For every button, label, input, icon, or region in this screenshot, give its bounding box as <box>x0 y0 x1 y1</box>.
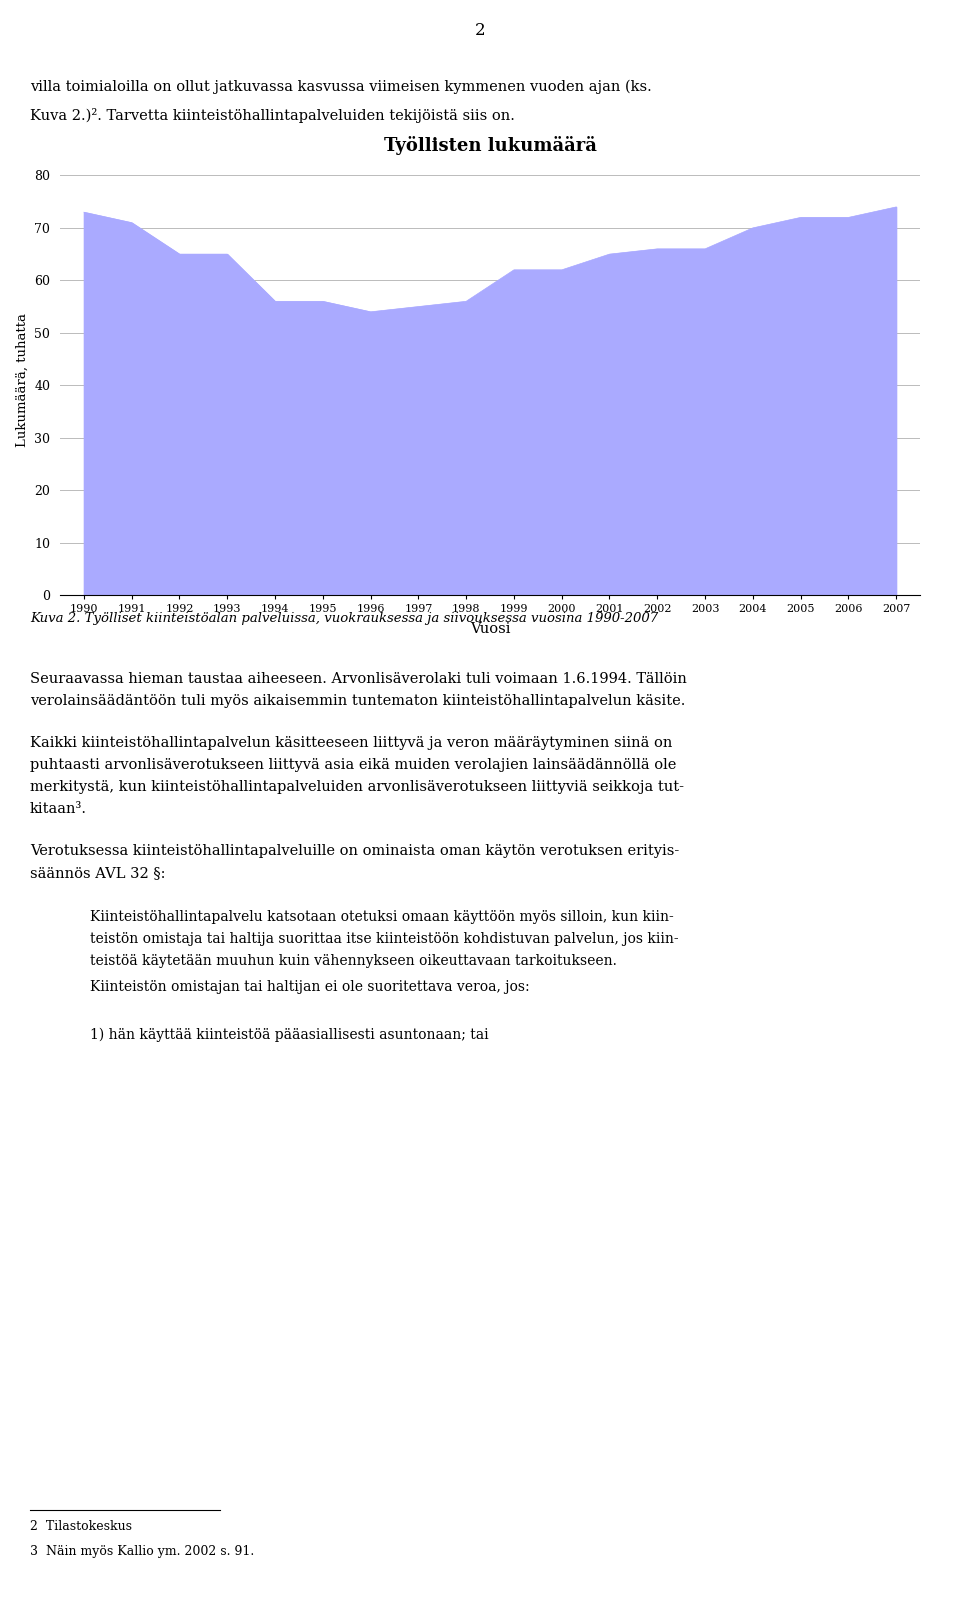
Text: 2: 2 <box>474 23 486 39</box>
Text: säännös AVL 32 §:: säännös AVL 32 §: <box>30 866 165 880</box>
Text: Kaikki kiinteistöhallintapalvelun käsitteeseen liittyvä ja veron määräytyminen s: Kaikki kiinteistöhallintapalvelun käsitt… <box>30 735 672 750</box>
Text: kitaan³.: kitaan³. <box>30 801 87 816</box>
Text: Kuva 2. Työlliset kiinteistöalan palveluissa, vuokrauksessa ja siivouksessa vuos: Kuva 2. Työlliset kiinteistöalan palvelu… <box>30 611 659 624</box>
Text: teistön omistaja tai haltija suorittaa itse kiinteistöön kohdistuvan palvelun, j: teistön omistaja tai haltija suorittaa i… <box>90 932 679 946</box>
X-axis label: Vuosi: Vuosi <box>469 623 511 637</box>
Text: merkitystä, kun kiinteistöhallintapalveluiden arvonlisäverotukseen liittyviä sei: merkitystä, kun kiinteistöhallintapalvel… <box>30 780 684 793</box>
Text: puhtaasti arvonlisäverotukseen liittyvä asia eikä muiden verolajien lainsäädännö: puhtaasti arvonlisäverotukseen liittyvä … <box>30 758 677 772</box>
Title: Työllisten lukumäärä: Työllisten lukumäärä <box>384 137 596 154</box>
Text: Kuva 2.)². Tarvetta kiinteistöhallintapalveluiden tekijöistä siis on.: Kuva 2.)². Tarvetta kiinteistöhallintapa… <box>30 108 515 122</box>
Text: Verotuksessa kiinteistöhallintapalveluille on ominaista oman käytön verotuksen e: Verotuksessa kiinteistöhallintapalveluil… <box>30 845 680 858</box>
Text: villa toimialoilla on ollut jatkuvassa kasvussa viimeisen kymmenen vuoden ajan (: villa toimialoilla on ollut jatkuvassa k… <box>30 80 652 95</box>
Text: teistöä käytetään muuhun kuin vähennykseen oikeuttavaan tarkoitukseen.: teistöä käytetään muuhun kuin vähennykse… <box>90 954 617 969</box>
Text: 3  Näin myös Kallio ym. 2002 s. 91.: 3 Näin myös Kallio ym. 2002 s. 91. <box>30 1545 254 1558</box>
Text: Kiinteistöhallintapalvelu katsotaan otetuksi omaan käyttöön myös silloin, kun ki: Kiinteistöhallintapalvelu katsotaan otet… <box>90 911 674 924</box>
Text: verolainsäädäntöön tuli myös aikaisemmin tuntematon kiinteistöhallintapalvelun k: verolainsäädäntöön tuli myös aikaisemmin… <box>30 693 685 708</box>
Text: 1) hän käyttää kiinteistöä pääasiallisesti asuntonaan; tai: 1) hän käyttää kiinteistöä pääasiallises… <box>90 1028 489 1043</box>
Text: Seuraavassa hieman taustaa aiheeseen. Arvonlisäverolaki tuli voimaan 1.6.1994. T: Seuraavassa hieman taustaa aiheeseen. Ar… <box>30 673 686 685</box>
Text: Kiinteistön omistajan tai haltijan ei ole suoritettava veroa, jos:: Kiinteistön omistajan tai haltijan ei ol… <box>90 980 530 994</box>
Text: 2  Tilastokeskus: 2 Tilastokeskus <box>30 1521 132 1533</box>
Y-axis label: Lukumäärä, tuhatta: Lukumäärä, tuhatta <box>15 314 29 447</box>
